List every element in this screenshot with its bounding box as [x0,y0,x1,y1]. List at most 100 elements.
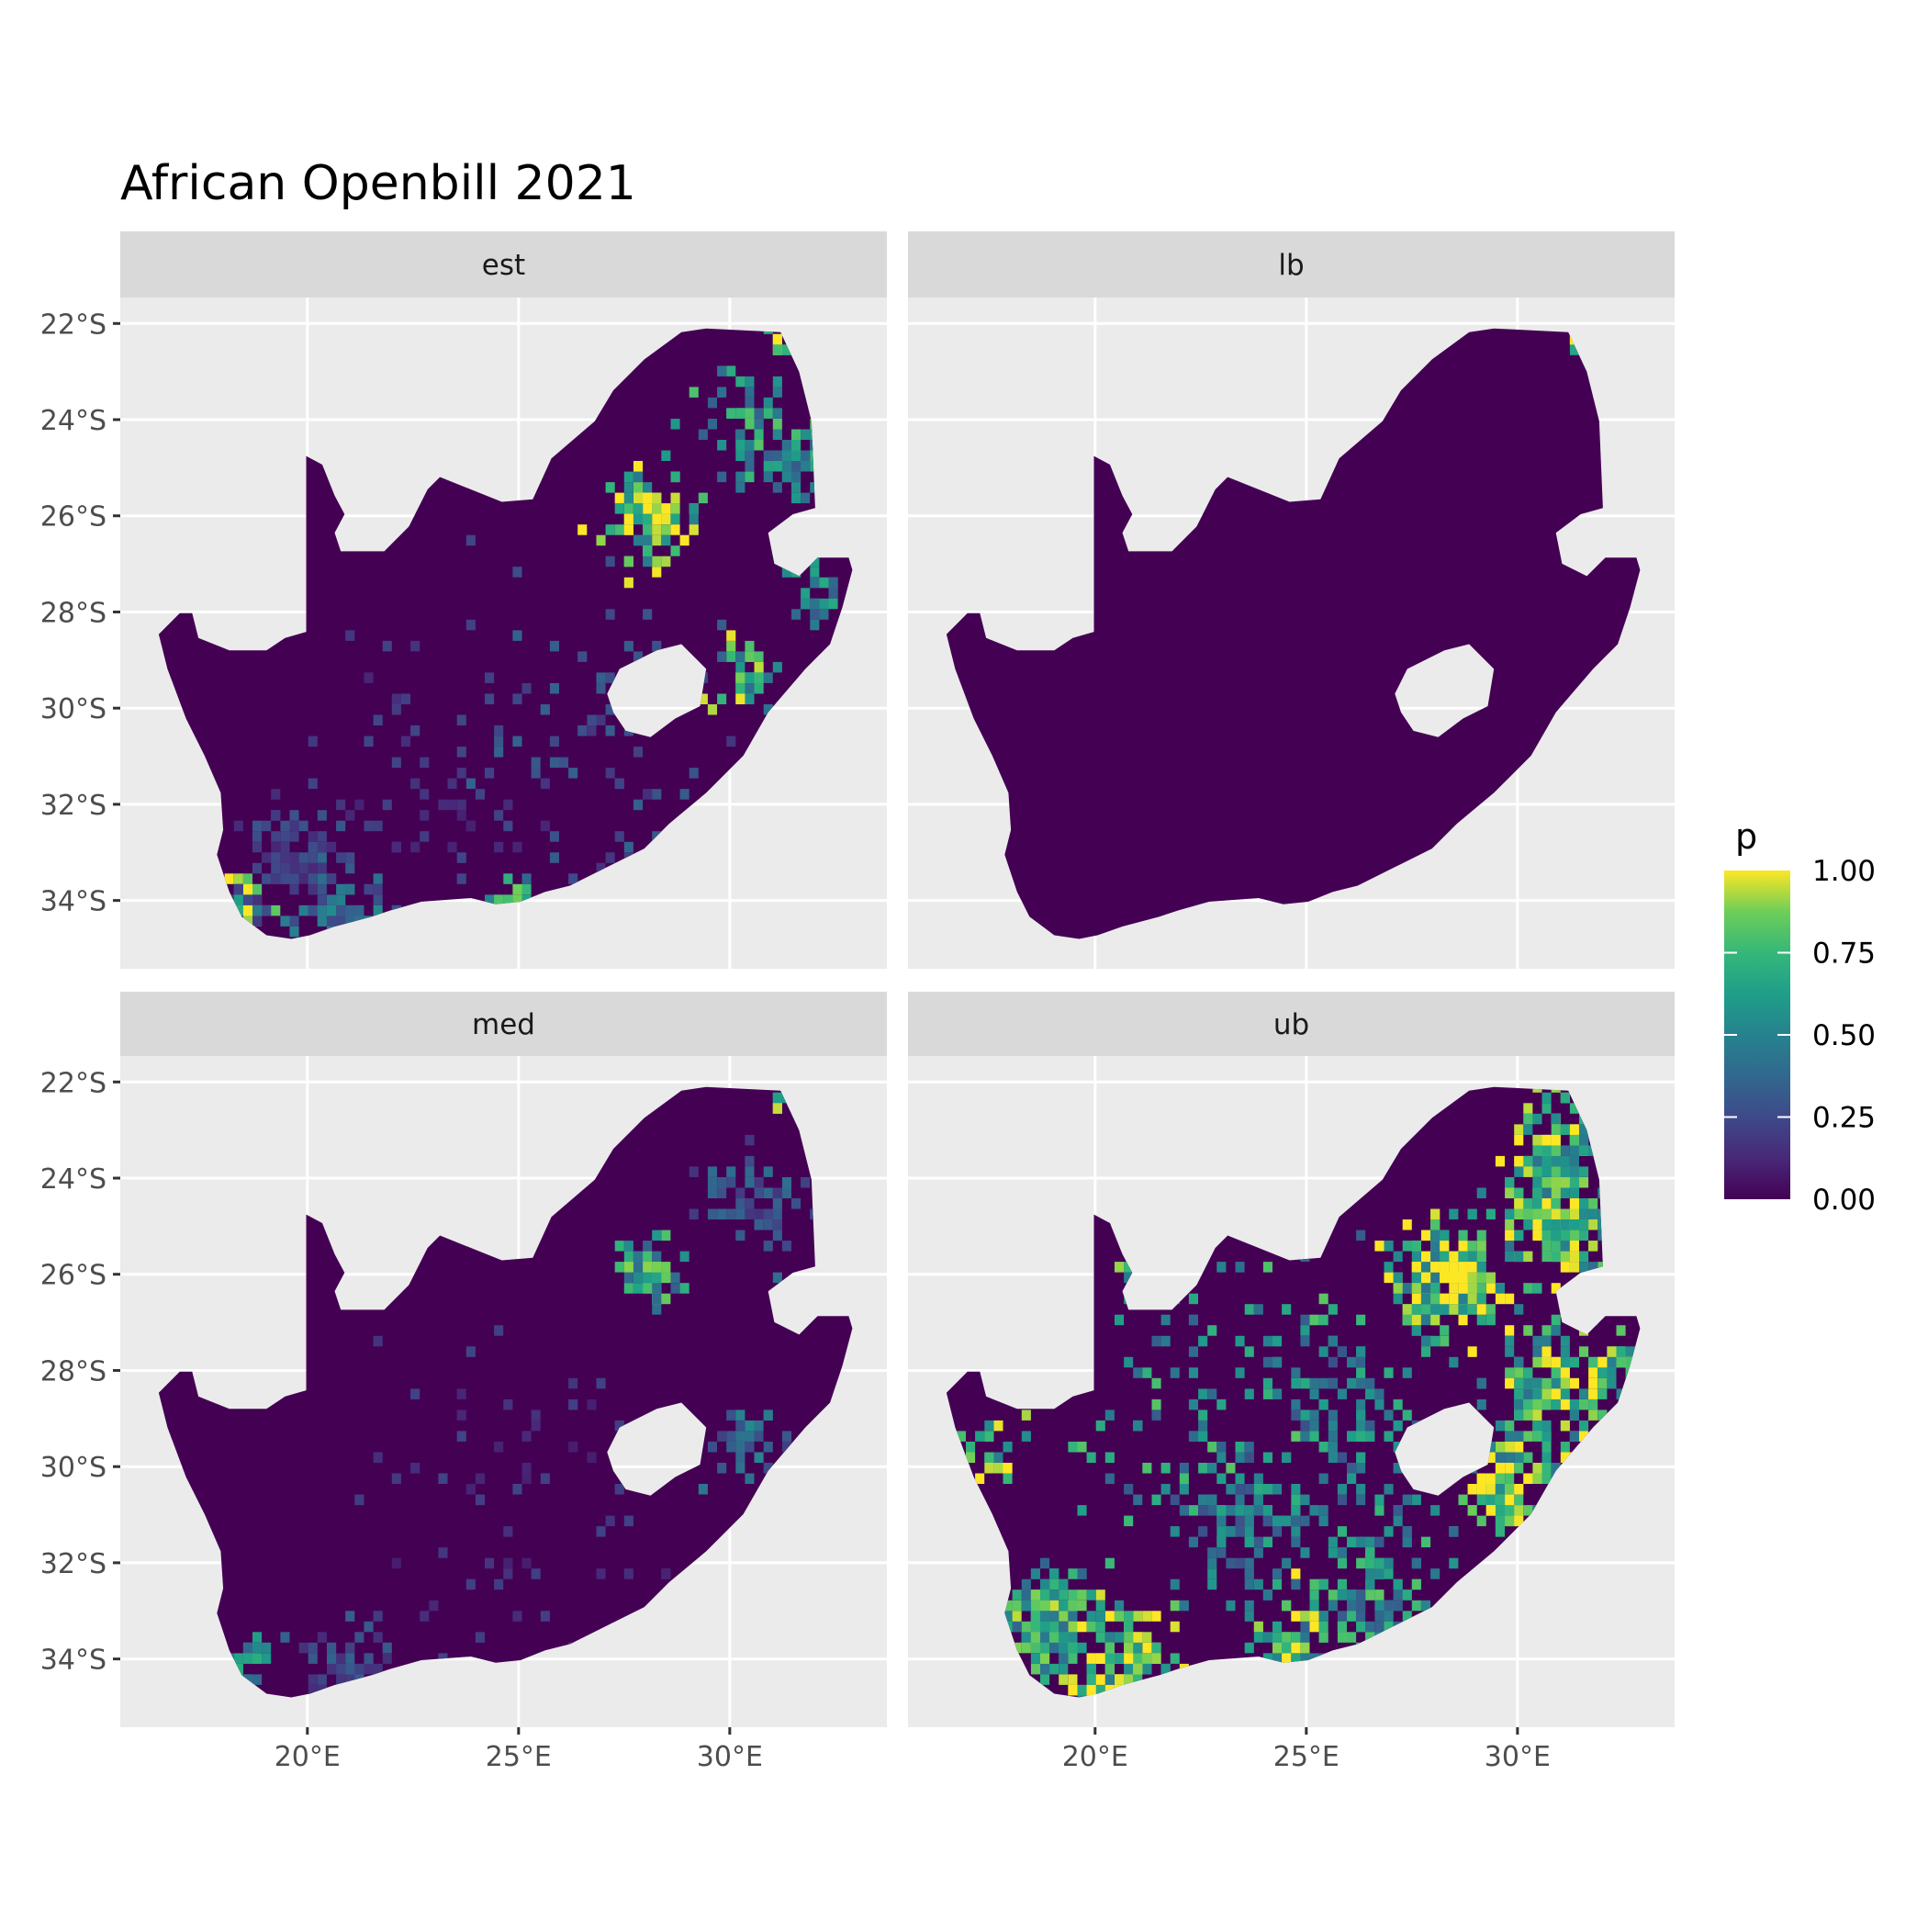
raster-cell [354,1494,364,1506]
raster-cell [1235,1515,1245,1527]
raster-cell [1560,1346,1570,1357]
raster-cell [1532,1198,1542,1209]
raster-cell [643,1283,653,1294]
raster-cell [1244,1452,1254,1463]
raster-cell [308,862,318,874]
raster-cell [1560,1388,1570,1399]
raster-cell [605,1515,615,1527]
raster-cell [801,461,811,472]
raster-cell [1068,1621,1078,1633]
raster-cell [1541,1377,1552,1389]
raster-cell [1179,1463,1189,1474]
x-tick-label: 25°E [1273,1741,1340,1773]
raster-cell [494,810,504,821]
raster-cell [1541,1356,1552,1368]
raster-cell [1514,1198,1524,1209]
raster-cell [670,524,680,535]
raster-cell [354,1663,364,1675]
raster-cell [391,693,401,704]
raster-cell [1374,1600,1384,1612]
raster-cell [1402,1219,1412,1230]
raster-cell [1495,1505,1505,1516]
raster-cell [1077,1642,1087,1654]
raster-cell [364,1663,374,1675]
raster-cell [1151,1398,1161,1410]
raster-cell [540,778,550,790]
raster-cell [801,429,811,440]
raster-cell [1012,1611,1022,1622]
raster-cell [1402,1526,1412,1537]
raster-cell [1104,1653,1115,1664]
raster-cell [308,1653,318,1664]
raster-cell [475,1473,485,1484]
raster-cell [1505,1484,1515,1495]
raster-cell [791,461,801,472]
raster-cell [605,556,615,567]
raster-cell [1579,1388,1589,1399]
raster-cell [1356,1356,1366,1368]
raster-cell [1579,1346,1589,1357]
raster-cell [652,1304,662,1315]
raster-cell [1337,1526,1347,1537]
raster-cell [633,471,644,483]
raster-cell [1430,1283,1440,1294]
raster-cell [1115,1600,1125,1612]
raster-cell [1226,1557,1236,1569]
raster-cell [1226,1505,1236,1516]
raster-cell [1253,1578,1263,1590]
raster-cell [1505,1177,1515,1188]
raster-cell [1505,1367,1515,1378]
raster-cell [1625,1356,1635,1368]
raster-cell [494,1442,504,1453]
raster-cell [735,408,745,419]
raster-cell [1541,1335,1552,1347]
raster-cell [1430,1314,1440,1326]
raster-cell [1569,1134,1579,1146]
raster-cell [521,873,532,884]
raster-cell [1532,1463,1542,1474]
raster-cell [1384,1484,1394,1495]
raster-cell [1541,1442,1552,1453]
raster-cell [1523,1325,1533,1336]
raster-cell [503,1568,513,1579]
raster-cell [1309,1600,1319,1612]
raster-cell [726,1442,736,1453]
raster-cell [1115,1727,1124,1738]
raster-cell [475,1494,485,1506]
raster-cell [679,789,689,800]
raster-cell [1337,1346,1347,1357]
raster-cell [383,1727,392,1738]
raster-cell [1133,1653,1143,1664]
raster-cell [735,1410,745,1421]
raster-cell [707,419,717,430]
raster-cell [1384,1262,1394,1273]
raster-cell [1421,1314,1431,1326]
raster-cell [1086,1653,1096,1664]
raster-cell [1384,1410,1394,1421]
raster-cell [1124,1674,1134,1685]
raster-cell [262,820,272,832]
raster-cell [1514,1463,1524,1474]
raster-cell [717,1431,727,1442]
raster-cell [1235,1335,1245,1347]
raster-cell [1253,1621,1263,1633]
raster-cell [1458,1230,1468,1241]
raster-cell [336,883,346,895]
raster-cell [1309,1431,1319,1442]
raster-cell [1262,1589,1272,1601]
raster-cell [735,1198,745,1209]
raster-cell [364,672,374,683]
raster-cell [791,609,801,620]
raster-cell [308,841,318,853]
raster-cell [1560,1262,1570,1273]
raster-cell [420,810,430,821]
raster-cell [735,1442,745,1453]
raster-cell [1104,1557,1115,1569]
raster-cell [1104,1632,1115,1643]
raster-cell [1337,1547,1347,1558]
raster-cell [1151,1377,1161,1389]
raster-cell [400,736,410,747]
raster-cell [317,915,327,927]
raster-cell [1151,1653,1161,1664]
raster-cell [1282,1600,1292,1612]
